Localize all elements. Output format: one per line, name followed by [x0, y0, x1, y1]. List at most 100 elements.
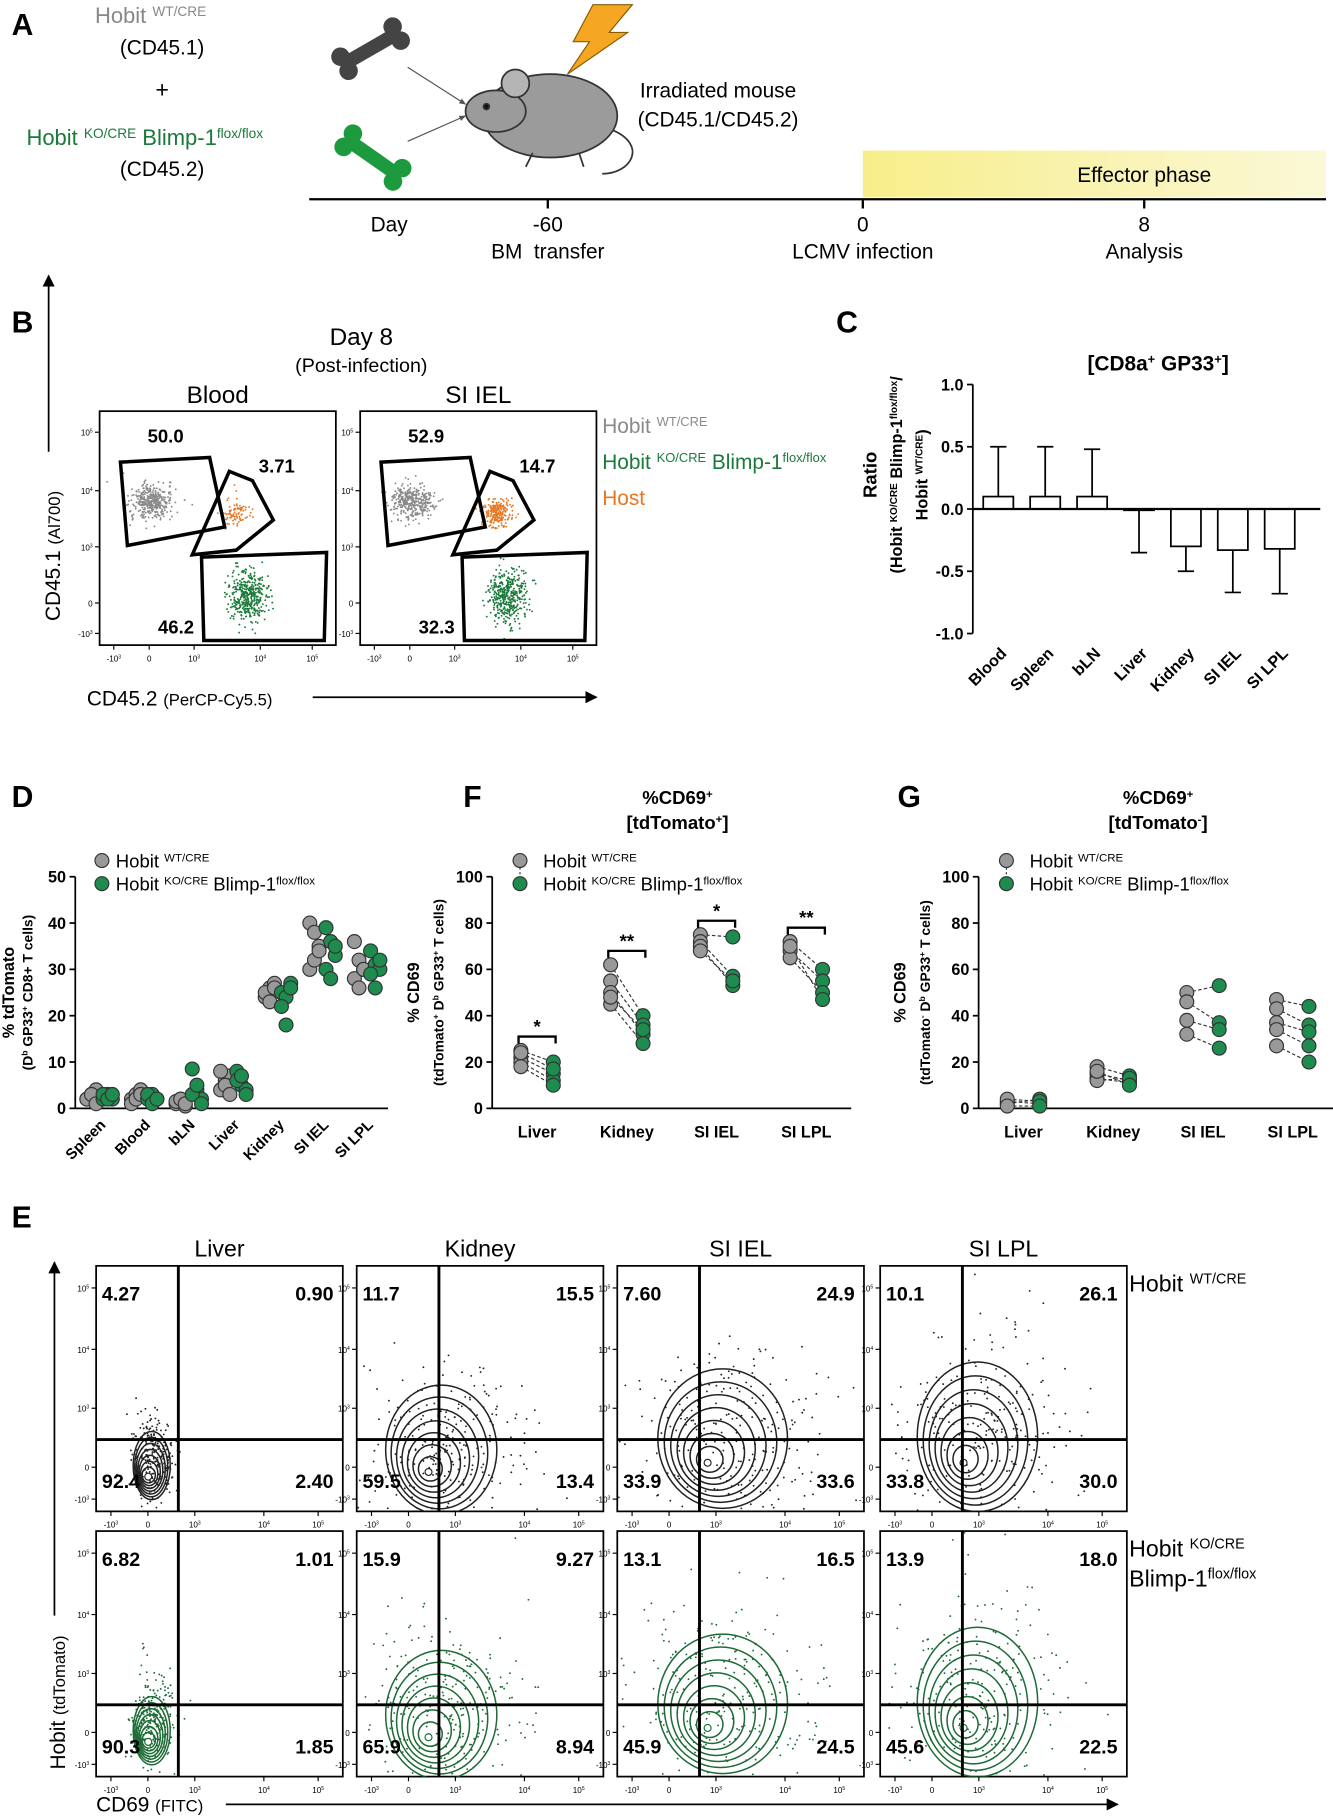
- legend-entry-part: flox/flox: [1190, 876, 1229, 888]
- event-dot: [499, 1676, 502, 1679]
- event-dot: [257, 582, 260, 585]
- event-dot: [415, 508, 418, 511]
- event-dot: [183, 1717, 186, 1720]
- event-dot: [399, 499, 402, 501]
- event-dot: [225, 513, 228, 516]
- event-dot: [430, 1457, 432, 1460]
- event-dot: [933, 1432, 935, 1435]
- tick-label-part: 0: [147, 654, 152, 663]
- event-dot: [233, 591, 235, 594]
- event-dot: [150, 1699, 153, 1702]
- contour: [663, 1646, 778, 1769]
- event-dot: [495, 509, 498, 512]
- contour: [384, 1384, 498, 1512]
- event-dot: [246, 602, 249, 605]
- tick-label-part: 5: [608, 1550, 611, 1556]
- event-dot: [496, 515, 499, 518]
- event-dot: [397, 497, 400, 500]
- bone: [334, 124, 412, 191]
- event-dot: [492, 606, 495, 609]
- event-dot: [748, 1459, 751, 1462]
- tick-label-part: 0: [349, 599, 354, 608]
- event-dot: [406, 1747, 408, 1750]
- column-title: SI IEL: [709, 1236, 772, 1262]
- event-dot: [408, 1410, 411, 1413]
- event-dot: [241, 607, 244, 610]
- tick-label-part: 0: [930, 1786, 935, 1795]
- event-dot: [728, 1677, 731, 1680]
- event-dot: [155, 1694, 158, 1697]
- event-dot: [139, 1673, 141, 1676]
- chart-title: %CD69+: [1123, 787, 1194, 808]
- event-dot: [1059, 1711, 1062, 1714]
- event-dot: [236, 497, 238, 500]
- event-dot: [231, 602, 234, 605]
- event-dot: [244, 608, 246, 610]
- event-dot: [523, 1463, 525, 1466]
- tick-label: 0: [349, 599, 354, 608]
- event-dot: [796, 1771, 799, 1774]
- event-dot: [144, 1459, 147, 1462]
- event-dot: [660, 1378, 663, 1381]
- event-dot: [482, 505, 485, 508]
- event-dot: [430, 1640, 433, 1643]
- event-dot: [242, 571, 245, 574]
- event-dot: [926, 1381, 929, 1384]
- event-dot: [490, 513, 493, 516]
- event-dot: [501, 498, 504, 501]
- event-dot: [143, 1719, 146, 1722]
- event-dot: [248, 581, 251, 584]
- event-dot: [655, 1713, 658, 1715]
- contour: [946, 1430, 989, 1480]
- event-dot: [723, 1660, 725, 1663]
- event-dot: [129, 524, 132, 527]
- event-dot: [377, 1443, 380, 1446]
- event-dot: [396, 1665, 399, 1668]
- event-dot: [422, 503, 424, 506]
- event-dot: [453, 1766, 456, 1768]
- event-dot: [493, 505, 496, 508]
- data-point: [545, 1077, 561, 1093]
- event-dot: [234, 585, 237, 588]
- event-dot: [508, 578, 511, 581]
- y-axis-label-part: +: [431, 951, 441, 956]
- event-dot: [910, 1726, 913, 1729]
- event-dot: [244, 612, 247, 614]
- event-dot: [239, 509, 242, 512]
- event-dot: [435, 1732, 438, 1735]
- event-dot: [998, 1408, 1001, 1411]
- event-dot: [996, 1420, 999, 1422]
- event-dot: [425, 1725, 428, 1728]
- event-dot: [140, 492, 143, 494]
- pair-link: [789, 945, 824, 1000]
- event-dot: [406, 484, 409, 487]
- event-dot: [516, 583, 518, 586]
- y-tick-label: 80: [951, 915, 969, 933]
- event-dot: [142, 1427, 145, 1430]
- panel-label: F: [463, 781, 481, 814]
- event-dot: [973, 1392, 976, 1394]
- y-axis-label: (tdTomato+ Db GP33+ T cells): [431, 899, 447, 1086]
- event-dot: [509, 581, 512, 584]
- quadrant-value: 59.5: [362, 1471, 400, 1493]
- event-dot: [964, 1687, 967, 1690]
- event-dot: [437, 500, 440, 503]
- tick-label-part: 4: [870, 1346, 873, 1352]
- event-dot: [672, 1610, 675, 1613]
- event-dot: [408, 1707, 410, 1710]
- contour: [132, 1695, 171, 1766]
- event-dot: [144, 1686, 147, 1689]
- event-dot: [163, 509, 166, 512]
- event-dot: [240, 613, 243, 616]
- tick-label: 0: [667, 1521, 672, 1530]
- event-dot: [494, 507, 496, 510]
- event-dot: [155, 487, 158, 490]
- event-dot: [466, 1768, 469, 1771]
- event-dot: [462, 1713, 465, 1716]
- event-dot: [135, 490, 138, 493]
- plot-frame: [879, 1264, 1128, 1513]
- tick-label: 103: [710, 1521, 722, 1530]
- event-dot: [720, 1390, 723, 1393]
- event-dot: [240, 617, 243, 620]
- event-dot: [406, 508, 409, 511]
